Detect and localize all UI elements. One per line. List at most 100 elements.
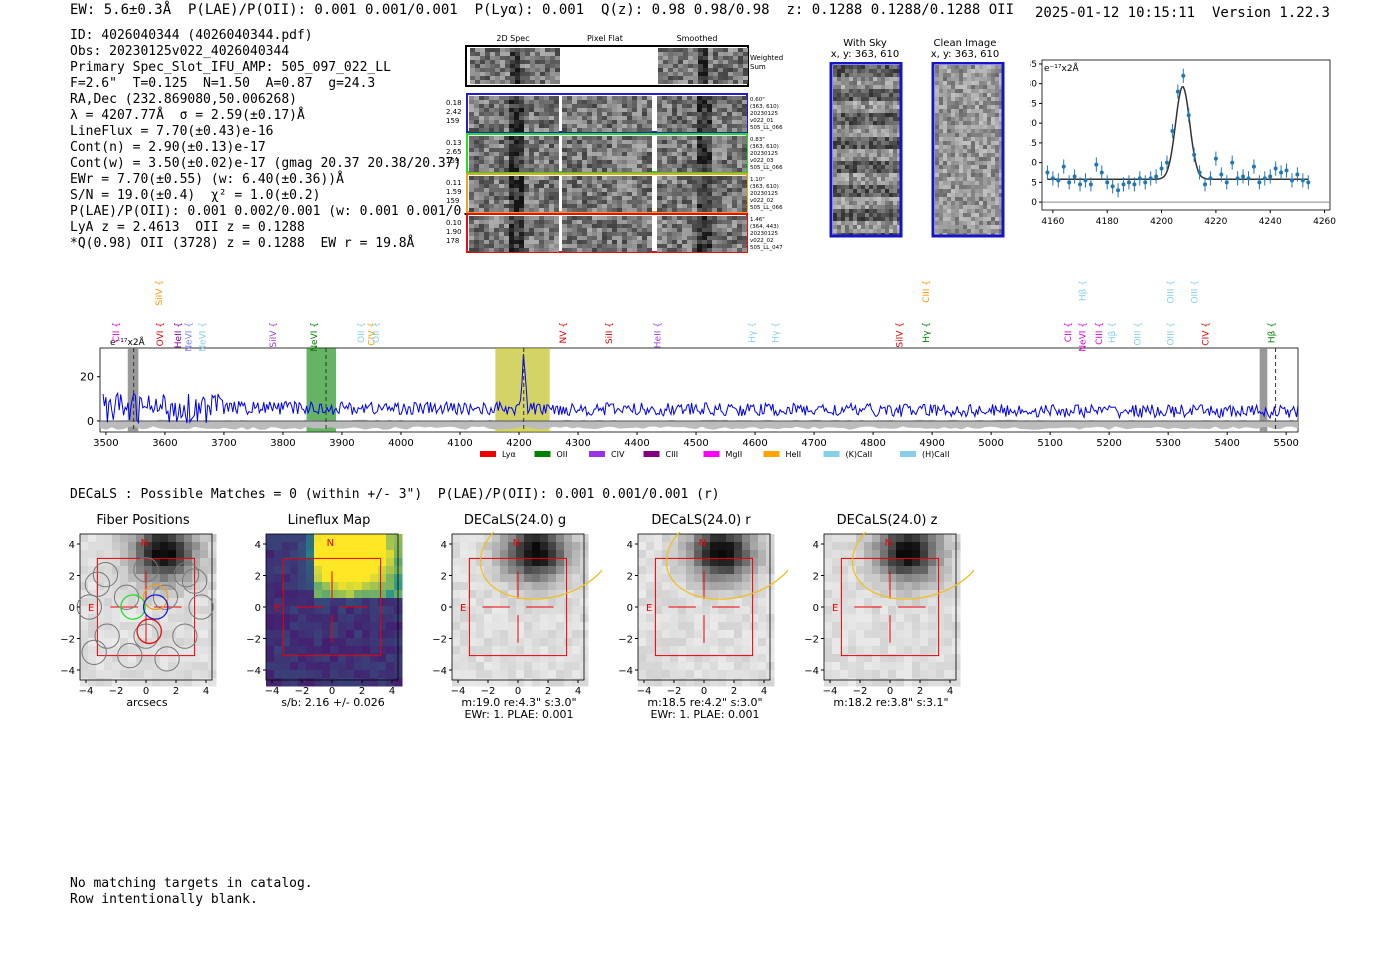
pixel	[947, 117, 951, 121]
pixel	[480, 80, 485, 84]
pixel	[869, 189, 873, 193]
y-tick-label: 15	[1030, 139, 1037, 149]
pixel	[688, 60, 693, 64]
pixel	[587, 116, 592, 120]
pixel	[519, 240, 524, 244]
pixel	[677, 196, 682, 200]
pixel	[582, 104, 587, 108]
legend-swatch	[900, 451, 916, 457]
header-ew-line: EW: 5.6±0.3Å P(LAE)/P(OII): 0.001 0.001/…	[70, 2, 1015, 18]
pixel	[617, 164, 622, 168]
pixel	[841, 201, 845, 205]
pixel	[282, 614, 291, 623]
pixel	[853, 69, 857, 73]
pixel	[597, 108, 602, 112]
pixel	[987, 149, 991, 153]
pixel	[849, 93, 853, 97]
pixel	[935, 205, 939, 209]
pixel	[544, 140, 549, 144]
pixel	[622, 152, 627, 156]
pixel	[983, 113, 987, 117]
pixel	[951, 117, 955, 121]
pixel	[991, 105, 995, 109]
pixel	[885, 65, 889, 69]
pixel	[951, 81, 955, 85]
pixel	[682, 100, 687, 104]
pixel	[722, 116, 727, 120]
mini-image	[80, 534, 217, 687]
pixel	[539, 168, 544, 172]
pixel	[587, 200, 592, 204]
pixel	[587, 236, 592, 240]
pixel	[837, 165, 841, 169]
pixel	[943, 77, 947, 81]
pixel	[955, 89, 959, 93]
pixel	[987, 213, 991, 217]
pixel	[562, 200, 567, 204]
pixel	[524, 204, 529, 208]
pixel	[370, 582, 379, 591]
pixel	[587, 120, 592, 124]
pixel	[939, 209, 943, 213]
pixel	[833, 137, 837, 141]
pixel	[176, 662, 185, 671]
pixel	[524, 184, 529, 188]
pixel	[987, 201, 991, 205]
pixel	[519, 140, 524, 144]
pixel	[274, 534, 283, 543]
cutout-row-stat: 159	[446, 157, 459, 165]
pixel	[845, 169, 849, 173]
pixel	[314, 654, 323, 663]
pixel	[612, 184, 617, 188]
pixel	[617, 112, 622, 116]
pixel	[144, 638, 153, 647]
pixel	[971, 129, 975, 133]
pixel	[692, 184, 697, 188]
pixel	[642, 192, 647, 196]
pixel	[548, 622, 557, 631]
pixel	[939, 89, 943, 93]
pixel	[544, 224, 549, 228]
pixel	[743, 80, 748, 84]
pixel	[112, 590, 121, 599]
pixel	[504, 176, 509, 180]
pixel	[136, 550, 145, 559]
pixel	[837, 89, 841, 93]
pixel	[692, 208, 697, 212]
pixel	[96, 670, 105, 679]
pixel	[873, 117, 877, 121]
pixel	[857, 169, 861, 173]
pixel	[732, 192, 737, 196]
pixel	[479, 100, 484, 104]
pixel	[951, 213, 955, 217]
pixel	[853, 189, 857, 193]
pixel	[677, 152, 682, 156]
pixel	[881, 141, 885, 145]
pixel	[662, 124, 667, 128]
pixel	[168, 606, 177, 615]
pixel	[889, 117, 893, 121]
pixel	[637, 112, 642, 116]
pixel	[703, 72, 708, 76]
pixel	[338, 598, 347, 607]
pixel	[995, 121, 999, 125]
pixel	[499, 164, 504, 168]
pixel	[378, 678, 387, 687]
pixel	[841, 129, 845, 133]
pixel	[935, 129, 939, 133]
pixel	[612, 160, 617, 164]
pixel	[667, 220, 672, 224]
pixel	[881, 197, 885, 201]
pixel	[889, 201, 893, 205]
pixel	[963, 73, 967, 77]
pixel	[484, 108, 489, 112]
pixel	[703, 68, 708, 72]
pixel	[479, 220, 484, 224]
cutout-row-info: v022_01	[750, 118, 774, 124]
pixel	[991, 177, 995, 181]
pixel	[136, 606, 145, 615]
pixel	[540, 558, 549, 567]
pixel	[971, 153, 975, 157]
pixel	[474, 164, 479, 168]
pixel	[597, 136, 602, 140]
